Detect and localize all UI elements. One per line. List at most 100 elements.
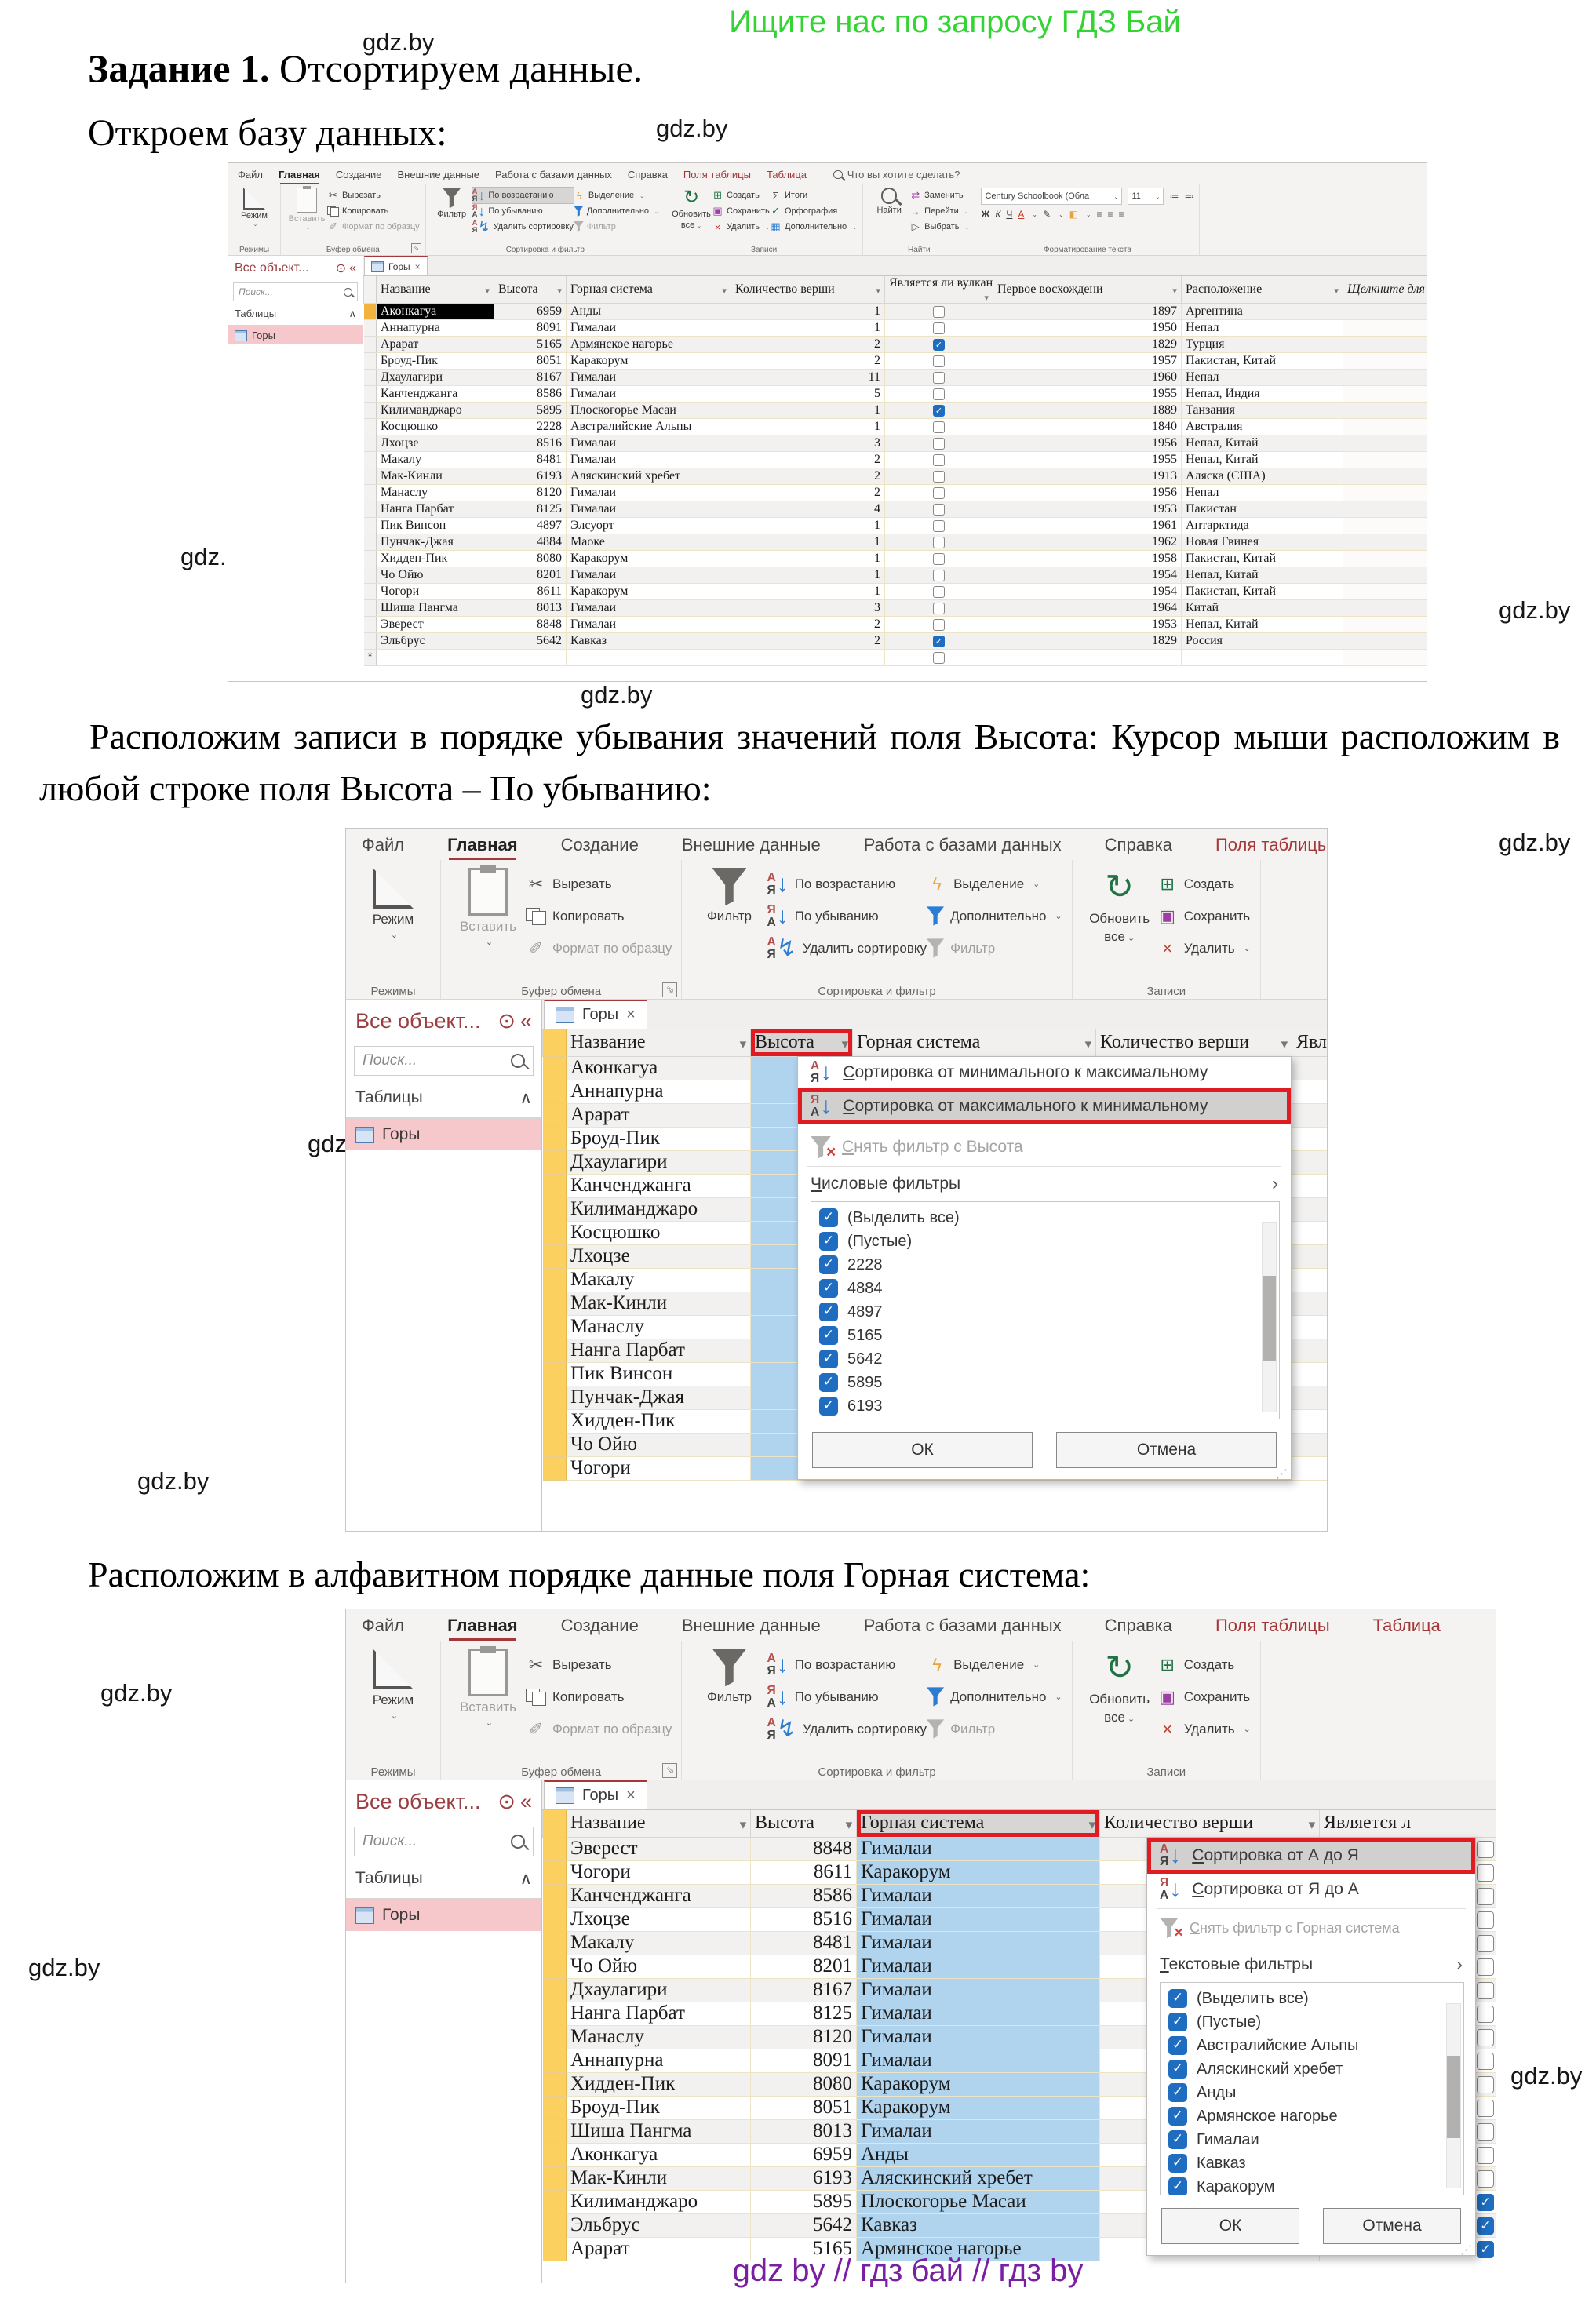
refresh-all-button[interactable]: ↻ Обновить все ⌄ xyxy=(1089,1649,1150,1725)
cell-height[interactable]: 8125 xyxy=(750,2002,857,2026)
table-row[interactable]: Хидден-Пик 8080 Каракорум 1 1958 Пакиста… xyxy=(363,550,1427,568)
clear-sort-button[interactable]: А Я ↯ Удалить сортировку xyxy=(767,935,927,961)
cell-first-ascent[interactable]: 1964 xyxy=(993,599,1182,618)
col-header-peaks[interactable]: Количество верши ▾ xyxy=(731,276,885,304)
cell-name[interactable]: Пик Винсон xyxy=(376,517,494,535)
cell-system[interactable]: Каракорум xyxy=(856,2072,1100,2097)
cell-location[interactable]: Непал, Индия xyxy=(1181,385,1343,403)
circle-arrow-icon[interactable]: ⊙ xyxy=(497,1790,516,1813)
menu-home[interactable]: Главная xyxy=(447,1616,518,1641)
find-button[interactable]: Найти xyxy=(869,188,909,215)
clear-sort-button[interactable]: А Я ↯ Удалить сортировку xyxy=(472,218,574,235)
cell-first-ascent[interactable]: 1956 xyxy=(993,484,1182,502)
cell-location[interactable]: Новая Гвинея xyxy=(1181,534,1343,552)
cell-name[interactable]: Арарат xyxy=(566,1103,751,1128)
col-header-peaks[interactable]: Количество верши ▾ xyxy=(1095,1029,1292,1057)
cell-peaks[interactable]: 1 xyxy=(731,517,885,535)
menu-item-sort-z-a[interactable]: Я А ↓ Сортировка от Я до А xyxy=(1160,1876,1359,1902)
nav-search-box[interactable]: Поиск... xyxy=(233,282,358,301)
cell-name[interactable]: Манаслу xyxy=(566,2025,751,2049)
cell-location[interactable]: Непал, Китай xyxy=(1181,435,1343,453)
cancel-button[interactable]: Отмена xyxy=(1323,2208,1461,2244)
nav-section-tables[interactable]: Таблицы ∧ xyxy=(228,303,363,326)
menu-help[interactable]: Справка xyxy=(627,169,668,180)
cell-system[interactable]: Гималаи xyxy=(856,2025,1100,2049)
row-selector[interactable] xyxy=(363,451,377,469)
cell-peaks[interactable]: 2 xyxy=(731,352,885,370)
format-painter-button[interactable]: ✐ Формат по образцу xyxy=(526,932,672,964)
table-row[interactable]: Пунчак-Джая 4884 Маоке 1 1962 Новая Гвин… xyxy=(363,534,1427,552)
cell-first-ascent[interactable]: 1954 xyxy=(993,567,1182,585)
cell-first-ascent[interactable]: 1957 xyxy=(993,352,1182,370)
cell-name[interactable]: Броуд-Пик xyxy=(566,2096,751,2120)
cell-first-ascent[interactable]: 1897 xyxy=(993,303,1182,321)
delete-record-button[interactable]: × Удалить ⌄ xyxy=(712,219,770,235)
row-selector[interactable] xyxy=(363,319,377,337)
cell-system[interactable]: Каракорум xyxy=(566,550,731,568)
cell-height[interactable]: 8848 xyxy=(750,1837,857,1861)
table-row[interactable]: Косцюшко 2228 Австралийские Альпы 1 1840… xyxy=(363,418,1427,436)
volcano-checkbox[interactable] xyxy=(933,355,945,368)
view-button[interactable]: Режим ⌄ xyxy=(355,1649,431,1721)
cell-height[interactable]: 8091 xyxy=(750,2049,857,2073)
advanced-filter-button[interactable]: Дополнительно ⌄ xyxy=(927,1681,1062,1713)
volcano-checkbox[interactable] xyxy=(933,603,945,615)
cell-add[interactable] xyxy=(1343,468,1427,486)
volcano-checkbox[interactable] xyxy=(1477,2100,1494,2118)
menu-external-data[interactable]: Внешние данные xyxy=(681,1616,821,1635)
new-record-button[interactable]: ⊞ Создать xyxy=(1157,1649,1251,1681)
cell-add[interactable] xyxy=(1343,616,1427,634)
row-selector[interactable] xyxy=(363,369,377,387)
new-record-row[interactable]: * xyxy=(363,649,1427,667)
cell-name[interactable]: Килиманджаро xyxy=(376,402,494,420)
cell-volcano[interactable] xyxy=(1292,1127,1327,1151)
cell-name[interactable]: Манаслу xyxy=(376,484,494,502)
cell-volcano[interactable] xyxy=(1292,1221,1327,1245)
menu-file[interactable]: Файл xyxy=(362,835,405,854)
document-tab-gory[interactable]: Горы × xyxy=(544,1780,647,1809)
cell-name[interactable]: Чо Ойю xyxy=(566,1433,751,1457)
volcano-checkbox[interactable] xyxy=(1477,2217,1494,2235)
cell-location[interactable]: Непал xyxy=(1181,484,1343,502)
cell-name[interactable]: Мак-Кинли xyxy=(566,1292,751,1316)
cell-name[interactable]: Килиманджаро xyxy=(566,1197,751,1222)
cell-add[interactable] xyxy=(1343,583,1427,601)
cell-first-ascent[interactable]: 1955 xyxy=(993,385,1182,403)
table-row[interactable]: Чо Ойю 8201 Гималаи 1 1954 Непал, Китай xyxy=(363,567,1427,585)
cell-volcano[interactable] xyxy=(1292,1056,1327,1080)
scrollbar[interactable] xyxy=(1446,2003,1461,2188)
filter-value-row[interactable]: (Пустые) xyxy=(1168,2010,1463,2034)
cell-volcano[interactable] xyxy=(884,402,993,420)
row-selector[interactable] xyxy=(542,1907,567,1932)
align-left-icon[interactable]: ≡ xyxy=(1096,209,1102,220)
menu-create[interactable]: Создание xyxy=(560,1616,639,1635)
row-selector[interactable] xyxy=(542,1080,567,1104)
filter-checkbox[interactable] xyxy=(819,1373,838,1392)
row-selector[interactable] xyxy=(542,1978,567,2002)
cell-name[interactable]: Дхаулагири xyxy=(566,1978,751,2002)
volcano-checkbox[interactable] xyxy=(933,339,945,352)
view-button[interactable]: Режим ⌄ xyxy=(355,868,431,940)
table-row[interactable]: Броуд-Пик 8051 Каракорум 2 1957 Пакистан… xyxy=(363,352,1427,370)
sort-ascending-button[interactable]: А Я ↓ По возрастанию xyxy=(471,187,574,204)
cell-volcano[interactable] xyxy=(884,451,993,469)
cell-name[interactable]: Лхоцзе xyxy=(566,1907,751,1932)
sort-descending-button[interactable]: Я А ↓ По убыванию xyxy=(767,1683,879,1710)
cell-location[interactable]: Непал xyxy=(1181,369,1343,387)
row-selector[interactable] xyxy=(542,1244,567,1269)
row-selector[interactable] xyxy=(363,567,377,585)
save-record-button[interactable]: ▣ Сохранить xyxy=(1157,900,1251,932)
filter-value-row[interactable]: Кавказ xyxy=(1168,2152,1463,2175)
cell-location[interactable]: Антарктида xyxy=(1181,517,1343,535)
cell-height[interactable]: 8120 xyxy=(750,2025,857,2049)
cell-volcano[interactable] xyxy=(1292,1174,1327,1198)
cell-location[interactable]: Танзания xyxy=(1181,402,1343,420)
cell-first-ascent[interactable]: 1955 xyxy=(993,451,1182,469)
cell-peaks[interactable]: 1 xyxy=(731,418,885,436)
cell-height[interactable]: 4897 xyxy=(494,517,567,535)
cell-height[interactable]: 6959 xyxy=(750,2143,857,2167)
cell-volcano[interactable] xyxy=(1292,1197,1327,1222)
cell-system[interactable]: Армянское нагорье xyxy=(856,2237,1100,2261)
table-row[interactable]: Лхоцзе 8516 Гималаи 3 1956 Непал, Китай xyxy=(363,435,1427,453)
cell-height[interactable]: 8013 xyxy=(494,599,567,618)
